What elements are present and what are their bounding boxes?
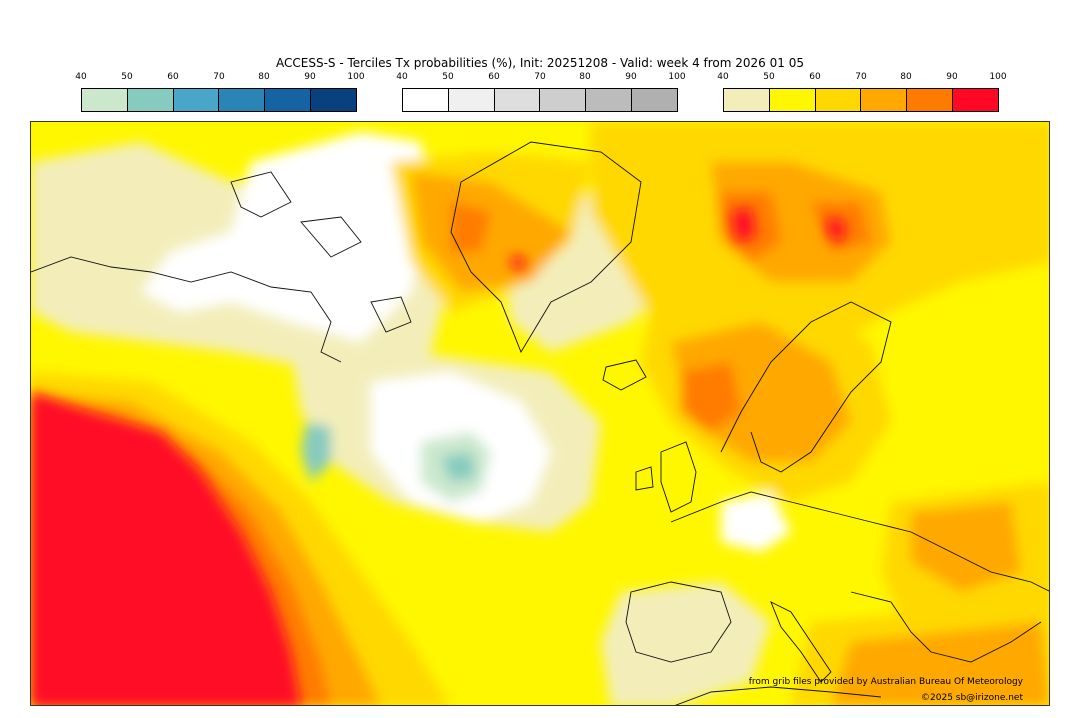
field-green-3 [301,422,331,482]
legend-swatch [815,89,862,111]
legend-near-ticks: 40 50 60 70 80 90 100 [396,72,685,84]
legend-tick: 90 [946,72,958,82]
legend-swatch [448,89,495,111]
legend-tick: 50 [121,72,133,82]
field-white-canada [141,132,431,342]
legend-swatch [861,89,908,111]
legend-tick: 80 [579,72,591,82]
probability-map [30,121,1050,706]
legend-swatch [769,89,816,111]
coastline-iberia [625,581,732,663]
legend-swatch [173,89,220,111]
legend-tick: 100 [989,72,1007,82]
legend-tick: 70 [855,72,867,82]
coastline-balkans [850,591,1042,663]
legend-tick: 40 [717,72,729,82]
field-orange-south [831,622,1049,705]
coastline-greenland [450,141,642,354]
legend-tick: 60 [488,72,500,82]
legend-swatch [219,89,266,111]
coastline-italy [770,601,832,683]
legend-swatch [632,89,677,111]
coastline-canada [31,256,342,363]
field-red-north1 [731,207,756,242]
legend-above-normal [723,88,999,112]
legend-tick: 40 [75,72,87,82]
legend-below-ticks: 40 50 60 70 80 90 100 [75,72,364,84]
map-canvas [31,122,1049,705]
legend-tick: 90 [625,72,637,82]
legend-tick: 80 [258,72,270,82]
legend-tick: 100 [347,72,365,82]
legend-swatch [82,89,128,111]
coastline-iceland [602,359,647,391]
coastline-britain [635,441,697,513]
field-darkorange-greenland [451,202,491,252]
field-green-2 [441,452,476,482]
legend-swatch [586,89,633,111]
legend-swatch [127,89,174,111]
field-darkorange-scandinavia [681,362,741,432]
legend-swatch [907,89,954,111]
coastline-europe [670,491,1049,592]
coastline-arctic-islands [230,171,412,333]
legend-swatch [494,89,541,111]
legend-swatch [953,89,998,111]
legend-swatch [265,89,312,111]
legend-above-ticks: 40 50 60 70 80 90 100 [717,72,1006,84]
legend-tick: 60 [809,72,821,82]
field-red-north2 [826,217,846,242]
legend-swatch [403,89,449,111]
legend-tick: 50 [763,72,775,82]
legend-tick: 100 [668,72,686,82]
coastline-north-africa [675,686,882,705]
legend-tick: 60 [167,72,179,82]
field-white-channel [721,492,791,552]
legend-near-normal [402,88,678,112]
coastlines [31,141,1049,705]
legend-swatch [724,89,770,111]
field-red-southwest [31,392,301,705]
field-red-greenland [511,257,526,270]
field-orange-east [911,502,1021,592]
legend-swatch [311,89,356,111]
legend-below-normal [81,88,357,112]
legend-tick: 70 [534,72,546,82]
probability-peak-fields [31,207,846,705]
coastline-scandinavia [720,301,892,473]
map-title: ACCESS-S - Terciles Tx probabilities (%)… [276,56,804,70]
legend-tick: 50 [442,72,454,82]
source-credit: from grib files provided by Australian B… [748,677,1023,687]
copyright-credit: ©2025 sb@irizone.net [921,693,1023,703]
legend-swatch [540,89,587,111]
legend-tick: 70 [213,72,225,82]
legend-tick: 80 [900,72,912,82]
legend-tick: 40 [396,72,408,82]
field-pale-iberia [601,582,771,705]
legend-tick: 90 [304,72,316,82]
